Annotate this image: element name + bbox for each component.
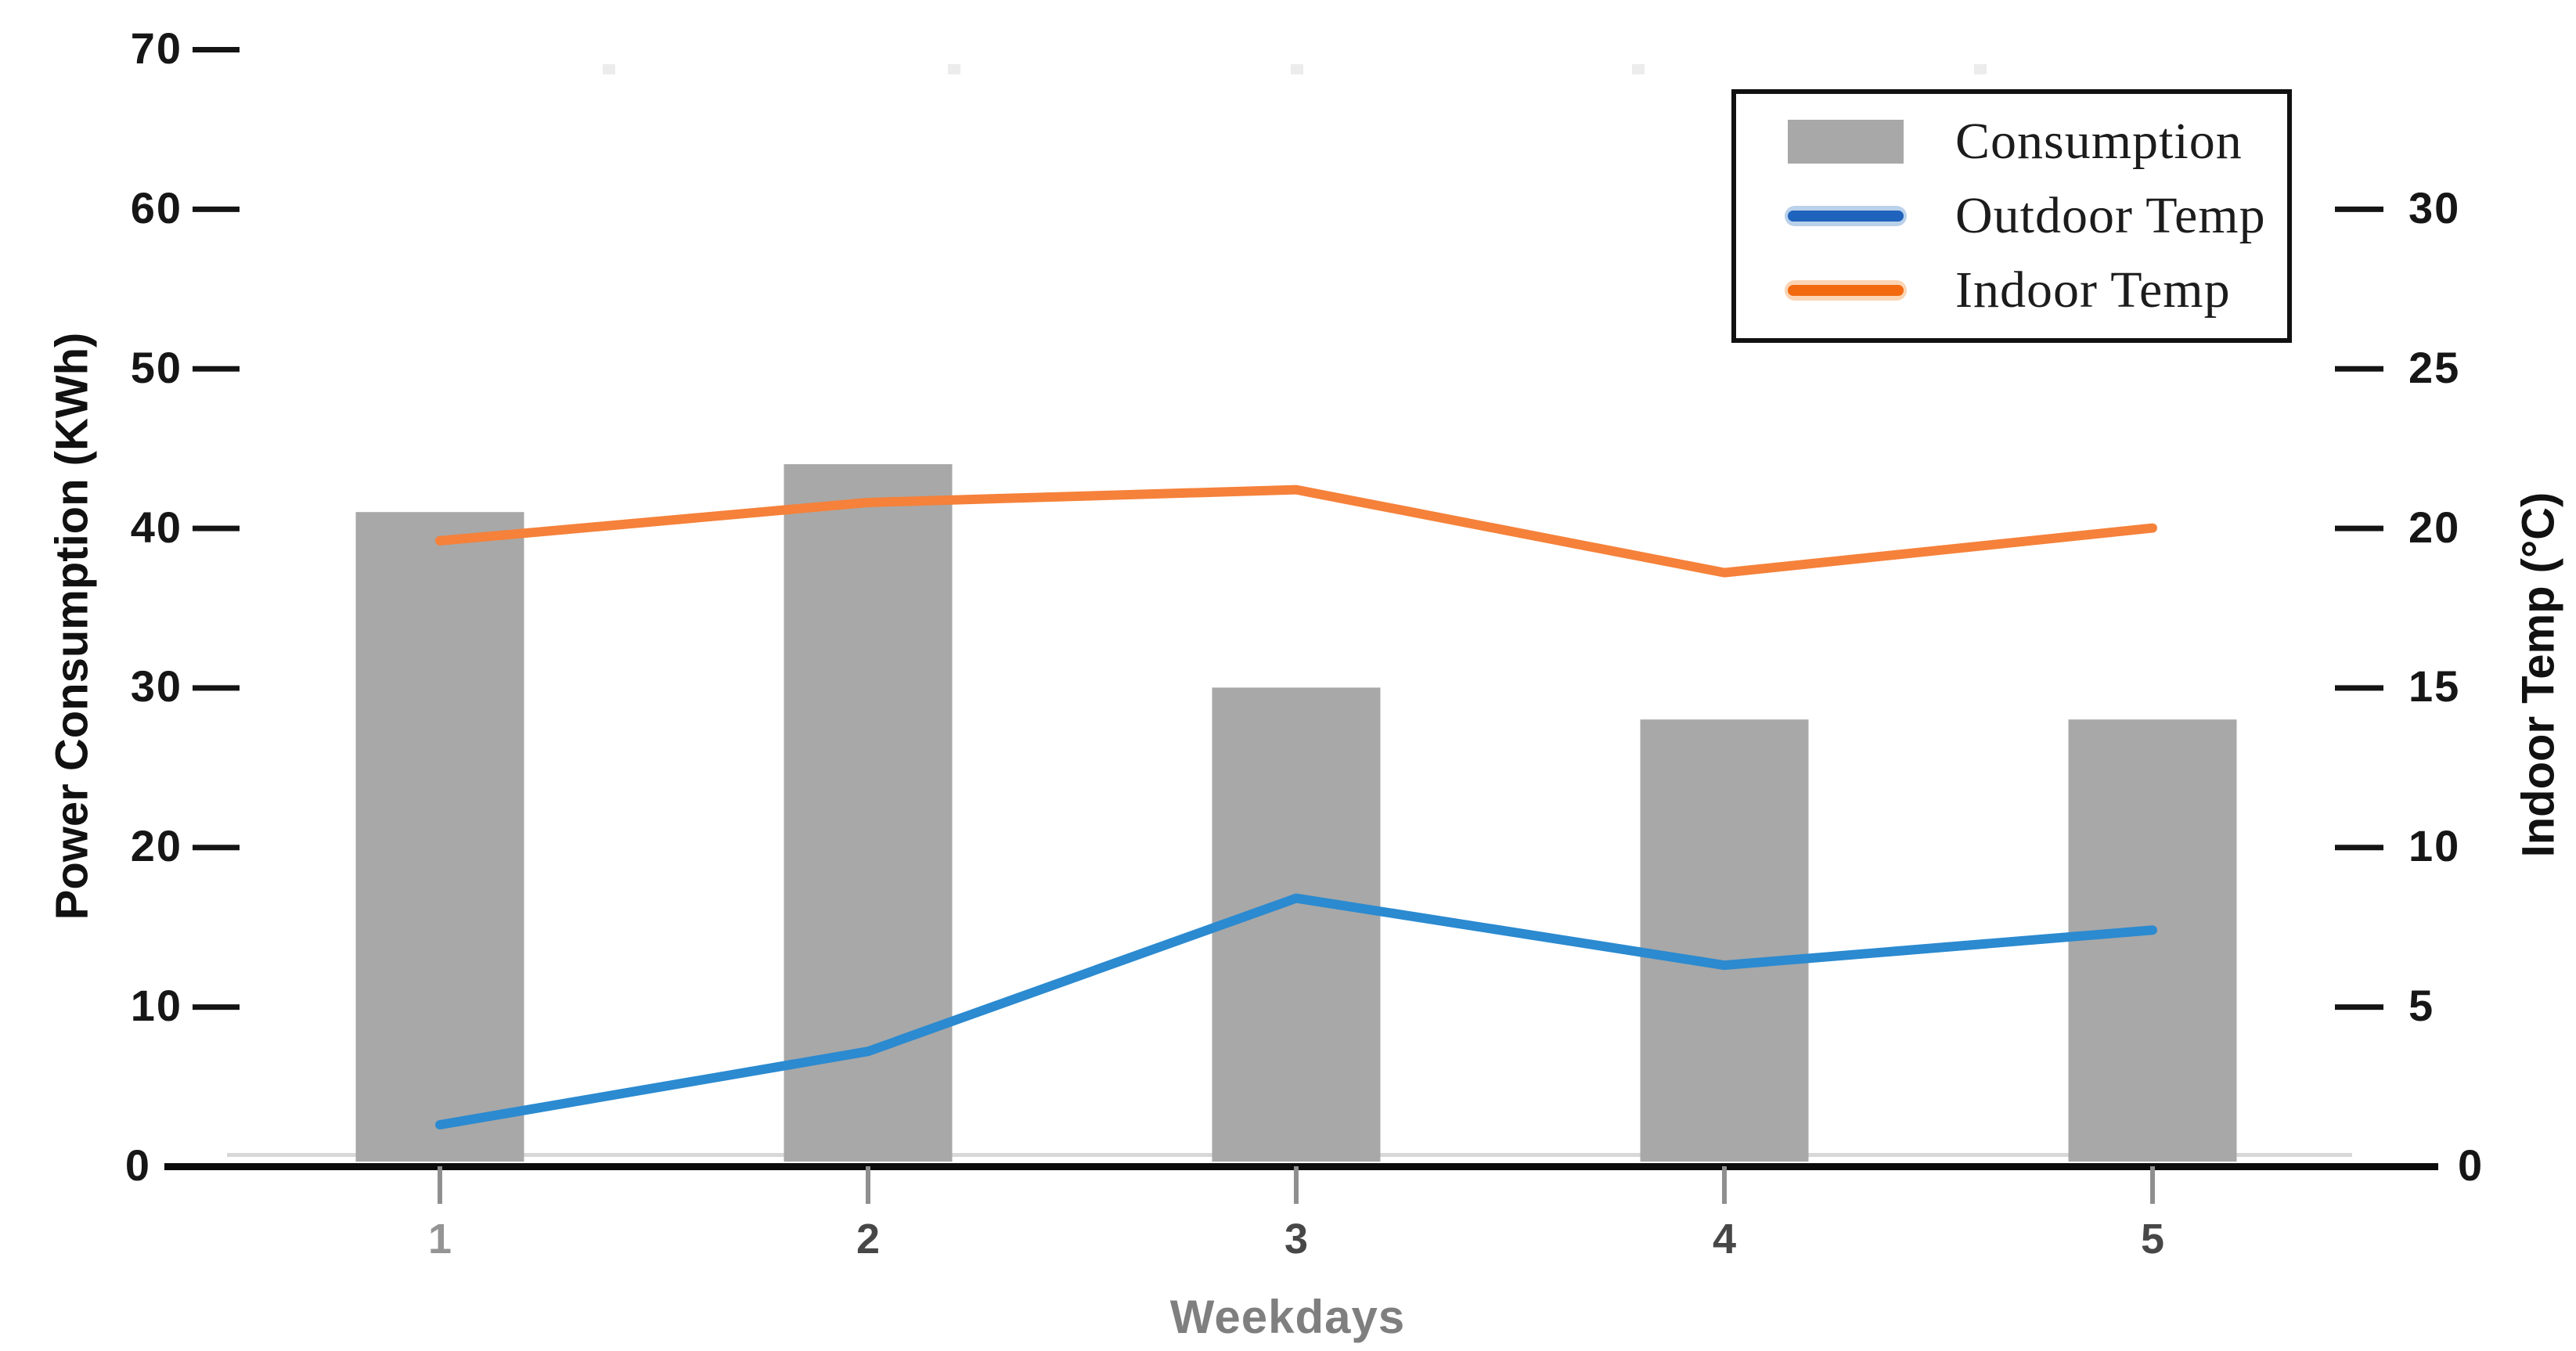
x-tick-label-3: 3	[1284, 1216, 1309, 1263]
left-tick-label-10: 10	[130, 981, 182, 1031]
faint-top-mark	[603, 64, 615, 74]
left-tick-20	[193, 845, 240, 851]
x-axis-title: Weekdays	[1169, 1291, 1406, 1343]
faint-top-mark	[1291, 64, 1303, 74]
left-tick-60	[193, 206, 240, 212]
right-tick-label-10: 10	[2408, 821, 2461, 871]
left-tick-label-20: 20	[130, 821, 182, 871]
indoor-temp-line	[435, 485, 2157, 578]
legend-label: Consumption	[1955, 113, 2243, 171]
right-tick-20	[2335, 525, 2383, 531]
bar-day-2	[784, 464, 953, 1162]
x-tick-label-2: 2	[856, 1216, 881, 1263]
left-tick-label-60: 60	[130, 183, 182, 233]
right-tick-label-25: 25	[2408, 342, 2461, 392]
right-tick-5	[2335, 1004, 2383, 1011]
right-tick-30	[2335, 206, 2383, 212]
legend-label: Indoor Temp	[1955, 261, 2231, 319]
left-tick-40	[193, 525, 240, 531]
left-tick-label-30: 30	[130, 661, 182, 712]
x-tick-day-3	[1294, 1166, 1299, 1204]
legend-label: Outdoor Temp	[1955, 186, 2266, 244]
right-tick-label-0: 0	[2458, 1140, 2484, 1191]
right-tick-10	[2335, 845, 2383, 851]
left-axis-title: Power Consumption (KWh)	[46, 332, 98, 920]
right-tick-25	[2335, 366, 2383, 372]
legend-item-indoor-temp: Indoor Temp	[1736, 261, 2287, 320]
x-tick-day-5	[2150, 1166, 2155, 1204]
x-tick-day-4	[1722, 1166, 1727, 1204]
right-axis-title: Indoor Temp (°C)	[2513, 492, 2564, 858]
left-tick-70	[193, 47, 240, 52]
left-tick-30	[193, 685, 240, 691]
legend: Consumption Outdoor Temp Indoor Temp	[1731, 89, 2292, 343]
x-tick-label-4: 4	[1712, 1216, 1737, 1263]
indoor-temp-line-swatch-icon	[1785, 279, 1907, 301]
outdoor-temp-line	[435, 893, 2157, 1129]
right-tick-label-15: 15	[2408, 661, 2461, 712]
bar-day-3	[1212, 687, 1381, 1162]
x-tick-label-1: 1	[427, 1216, 452, 1263]
left-tick-label-0: 0	[124, 1140, 151, 1191]
left-tick-50	[193, 366, 240, 372]
left-tick-label-70: 70	[130, 23, 182, 74]
bar-day-1	[355, 512, 524, 1162]
x-axis-line	[164, 1163, 2438, 1170]
outdoor-temp-line-swatch-icon	[1785, 205, 1907, 226]
right-tick-label-30: 30	[2408, 183, 2461, 233]
right-tick-label-20: 20	[2408, 502, 2461, 552]
consumption-swatch-icon	[1788, 120, 1904, 164]
faint-top-mark	[948, 64, 960, 74]
legend-item-consumption: Consumption	[1736, 112, 2287, 171]
right-tick-15	[2335, 685, 2383, 691]
bar-day-5	[2068, 719, 2237, 1162]
bar-day-4	[1640, 719, 1809, 1162]
right-tick-label-5: 5	[2408, 981, 2435, 1031]
x-tick-label-5: 5	[2140, 1216, 2165, 1263]
left-tick-label-50: 50	[130, 342, 182, 392]
x-tick-day-1	[438, 1166, 442, 1204]
faint-top-mark	[1974, 64, 1987, 74]
faint-top-mark	[1632, 64, 1645, 74]
legend-item-outdoor-temp: Outdoor Temp	[1736, 186, 2287, 246]
x-tick-day-2	[866, 1166, 870, 1204]
left-tick-10	[193, 1004, 240, 1011]
left-tick-label-40: 40	[130, 502, 182, 552]
